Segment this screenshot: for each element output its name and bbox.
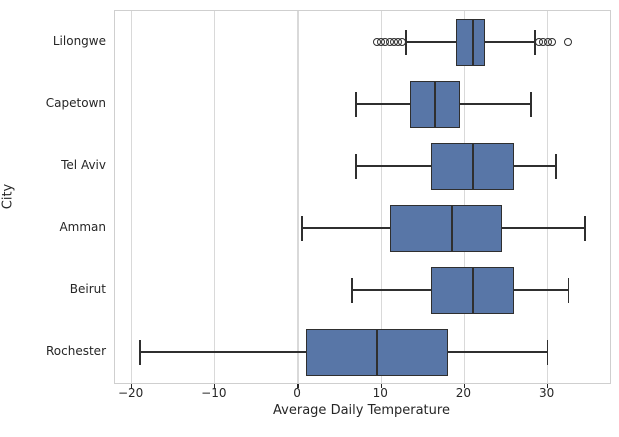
outlier-point bbox=[564, 38, 573, 46]
median-line bbox=[471, 142, 474, 190]
whisker-cap bbox=[584, 215, 586, 241]
median-line bbox=[434, 80, 437, 128]
x-tick-mark bbox=[380, 384, 382, 388]
box bbox=[389, 204, 502, 252]
y-tick-label: Rochester bbox=[46, 344, 106, 358]
whisker-cap bbox=[355, 153, 358, 179]
whisker-cap bbox=[546, 339, 549, 365]
median-line bbox=[471, 266, 474, 314]
x-tick-label: −20 bbox=[117, 386, 144, 400]
y-tick-label: Lilongwe bbox=[52, 34, 106, 48]
whisker-cap bbox=[530, 91, 532, 117]
x-tick-label: 10 bbox=[372, 386, 388, 400]
median-line bbox=[451, 204, 453, 252]
gridline bbox=[547, 11, 549, 383]
x-tick-mark bbox=[297, 384, 299, 388]
y-tick-label: Tel Aviv bbox=[61, 158, 106, 172]
y-tick-label: Beirut bbox=[69, 282, 106, 296]
whisker-cap bbox=[534, 29, 536, 55]
whisker-cap bbox=[301, 215, 303, 241]
whisker-cap bbox=[555, 153, 557, 179]
median-line bbox=[376, 328, 378, 376]
outlier-point bbox=[547, 38, 556, 46]
x-tick-mark bbox=[214, 384, 216, 388]
x-axis-title: Average Daily Temperature bbox=[273, 403, 450, 418]
outlier-point bbox=[398, 38, 407, 46]
x-tick-mark bbox=[131, 384, 133, 388]
gridline bbox=[297, 11, 299, 383]
median-line bbox=[471, 18, 474, 66]
y-tick-label: Capetown bbox=[45, 96, 106, 110]
x-tick-label: 0 bbox=[293, 386, 301, 400]
x-tick-label: 30 bbox=[538, 386, 555, 400]
plot-area bbox=[114, 10, 611, 388]
x-tick-label: 20 bbox=[455, 386, 472, 400]
whisker-cap bbox=[351, 277, 353, 303]
x-tick-label: −10 bbox=[201, 386, 227, 400]
box bbox=[456, 18, 486, 66]
whisker-cap bbox=[567, 277, 570, 303]
gridline bbox=[463, 11, 465, 383]
gridline bbox=[380, 11, 382, 383]
y-tick-label: Amman bbox=[59, 220, 106, 234]
gridline bbox=[214, 11, 216, 383]
whisker-cap bbox=[355, 91, 358, 117]
gridline bbox=[131, 11, 133, 383]
x-tick-mark bbox=[547, 384, 549, 388]
x-tick-mark bbox=[463, 384, 465, 388]
whisker-cap bbox=[139, 339, 141, 365]
whisker-cap bbox=[405, 29, 407, 55]
